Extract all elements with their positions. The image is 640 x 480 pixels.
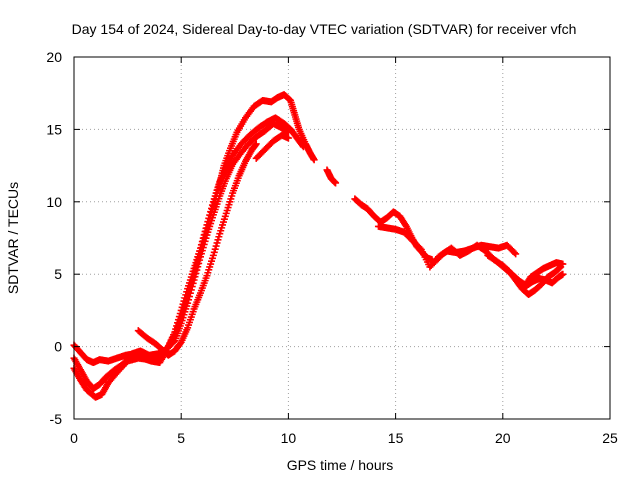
x-tick-label: 10 [281,430,297,446]
y-tick-label: 20 [46,49,62,65]
plot-frame [73,56,611,420]
data-point-fill [194,263,202,271]
x-tick-label: 5 [177,430,185,446]
x-axis-label: GPS time / hours [287,457,394,473]
series-track-j [484,251,567,290]
data-point [332,179,340,187]
data-point-fill [170,338,178,346]
data-points-layer [70,91,567,401]
data-point [512,250,520,258]
data-point [299,143,307,151]
x-tick-label: 0 [70,430,78,446]
x-tick-label: 20 [495,430,511,446]
series-track-e [252,131,292,162]
data-point-fill [416,244,424,252]
data-point-fill [193,266,201,274]
data-point [559,270,567,278]
y-tick-label: -5 [50,411,63,427]
data-point-fill [208,204,216,212]
data-point-fill [208,201,216,209]
y-axis-label: SDTVAR / TECUs [5,182,21,294]
data-point [310,156,318,164]
y-tick-label: 5 [54,266,62,282]
data-point-fill [189,279,197,287]
data-point-fill [196,256,204,264]
grid-layer [74,57,610,419]
x-tick-label: 15 [388,430,404,446]
chart-title: Day 154 of 2024, Sidereal Day-to-day VTE… [72,21,577,37]
data-point [559,260,567,268]
data-point [284,134,292,142]
data-point-fill [195,259,203,267]
series-track-f [323,166,340,187]
data-point-fill [185,296,193,304]
tick-labels-layer: 0 5 10 15 20 25 -5 0 5 10 15 20 [46,49,618,446]
data-point-fill [187,286,195,294]
data-point-fill [185,293,193,301]
data-point [190,276,198,284]
data-point-fill [192,269,200,277]
series-track-d [134,140,260,359]
data-point [184,299,192,307]
data-point-fill [186,289,194,297]
data-point [252,140,260,148]
y-tick-label: 15 [46,121,62,137]
data-point-fill [188,283,196,291]
data-point-fill [298,142,306,150]
x-tick-label: 25 [602,430,618,446]
y-tick-label: 0 [54,339,62,355]
data-point-fill [510,249,518,257]
data-point-fill [191,273,199,281]
series-track-c [70,120,292,393]
series-track-k [520,259,567,291]
y-tick-label: 10 [46,194,62,210]
